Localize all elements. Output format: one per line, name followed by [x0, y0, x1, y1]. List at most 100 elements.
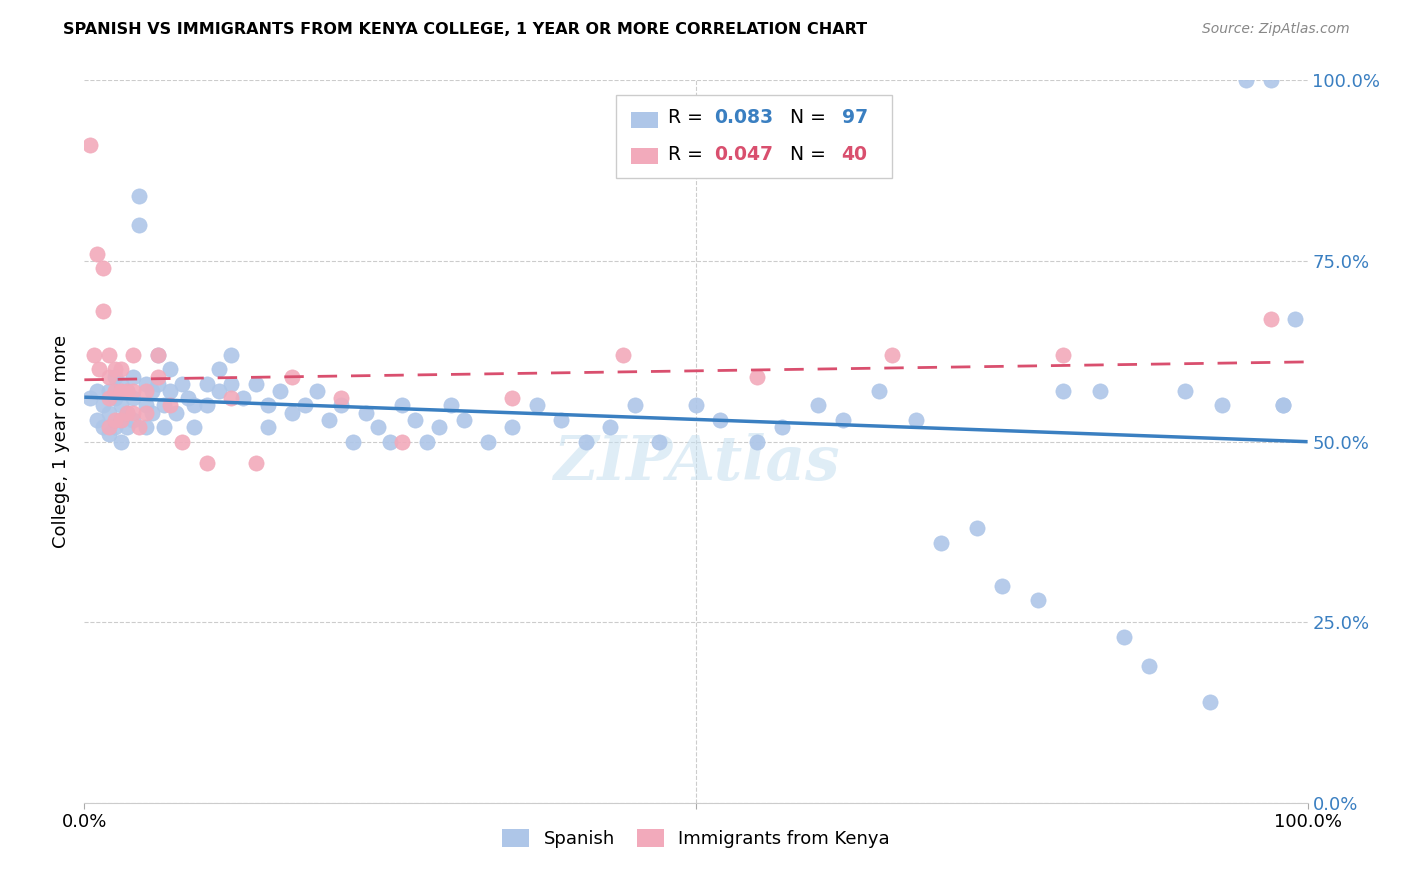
Text: 40: 40 [842, 145, 868, 164]
Point [183, 420, 205, 434]
Point [141, 406, 163, 420]
Point [115, 384, 138, 398]
Text: N =: N = [778, 145, 832, 164]
Point [97, 391, 120, 405]
Point [97, 406, 120, 420]
Point [1211, 398, 1233, 412]
Point [91, 261, 114, 276]
Point [86, 246, 108, 260]
Point [416, 434, 439, 449]
Point [91, 304, 114, 318]
Point [648, 434, 671, 449]
Point [104, 384, 127, 398]
Point [612, 348, 634, 362]
Point [104, 362, 127, 376]
Point [330, 398, 353, 412]
Point [128, 420, 150, 434]
Point [110, 434, 132, 449]
Point [159, 384, 181, 398]
Point [269, 384, 291, 398]
Point [330, 391, 353, 405]
Point [195, 398, 218, 412]
Point [135, 376, 157, 391]
Point [880, 348, 903, 362]
Point [110, 384, 132, 398]
Point [172, 376, 194, 391]
Point [208, 362, 231, 376]
Point [122, 406, 145, 420]
Text: 0.083: 0.083 [714, 109, 773, 128]
Point [122, 391, 145, 405]
Point [575, 434, 598, 449]
Point [115, 384, 138, 398]
Point [1088, 384, 1111, 398]
Point [318, 413, 340, 427]
Point [135, 384, 157, 398]
Point [208, 384, 231, 398]
Point [104, 420, 127, 434]
Point [747, 369, 769, 384]
Point [685, 398, 707, 412]
Point [869, 384, 891, 398]
Point [195, 376, 218, 391]
Point [128, 218, 150, 232]
Point [91, 420, 114, 434]
Point [110, 413, 132, 427]
Text: R =: R = [668, 145, 709, 164]
Point [770, 420, 793, 434]
Point [104, 391, 127, 405]
Point [807, 398, 830, 412]
Point [1028, 593, 1050, 607]
Point [97, 348, 120, 362]
Point [110, 398, 132, 412]
Point [1272, 398, 1295, 412]
Point [79, 391, 101, 405]
Point [183, 398, 205, 412]
Point [526, 398, 548, 412]
Point [104, 369, 127, 384]
Point [135, 420, 157, 434]
Point [1052, 348, 1074, 362]
Point [146, 348, 169, 362]
Point [294, 398, 316, 412]
Point [79, 138, 101, 153]
Point [1137, 658, 1160, 673]
Point [177, 391, 200, 405]
Text: 97: 97 [842, 109, 868, 128]
FancyBboxPatch shape [616, 95, 891, 178]
Point [1174, 384, 1197, 398]
Point [219, 376, 242, 391]
Point [245, 376, 267, 391]
Point [502, 391, 524, 405]
Point [305, 384, 328, 398]
FancyBboxPatch shape [631, 112, 658, 128]
Point [86, 413, 108, 427]
Point [141, 384, 163, 398]
Point [1052, 384, 1074, 398]
Point [219, 391, 242, 405]
Point [110, 376, 132, 391]
Point [440, 398, 463, 412]
Point [91, 398, 114, 412]
Point [257, 420, 280, 434]
Point [153, 398, 176, 412]
Point [128, 189, 150, 203]
Text: ZIPAtlas: ZIPAtlas [553, 434, 839, 493]
Point [122, 369, 145, 384]
Point [135, 398, 157, 412]
Point [354, 406, 377, 420]
Point [404, 413, 426, 427]
Point [245, 456, 267, 470]
Point [135, 406, 157, 420]
Point [115, 406, 138, 420]
Point [257, 398, 280, 412]
Point [104, 413, 127, 427]
Point [97, 427, 120, 442]
Point [367, 420, 389, 434]
Point [1236, 73, 1258, 87]
Legend: Spanish, Immigrants from Kenya: Spanish, Immigrants from Kenya [495, 822, 897, 855]
Point [502, 420, 524, 434]
Point [599, 420, 621, 434]
Point [97, 384, 120, 398]
Point [991, 579, 1014, 593]
